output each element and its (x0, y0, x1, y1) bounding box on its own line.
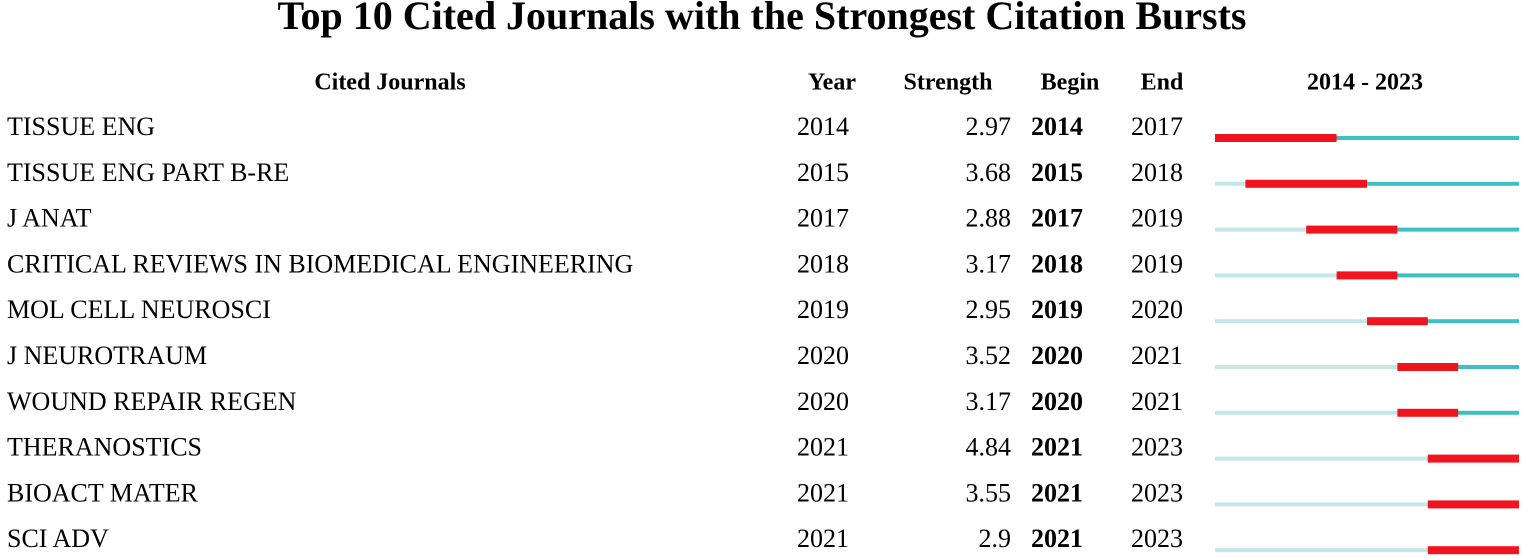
burst-bar (1427, 454, 1519, 463)
pre-appearance (1215, 273, 1337, 278)
begin: 2021 (1031, 478, 1083, 507)
header: End (1141, 70, 1184, 96)
year: 2018 (797, 249, 849, 278)
year: 2020 (797, 387, 849, 416)
burst-bar (1215, 134, 1337, 142)
end: 2019 (1131, 249, 1183, 278)
pre-appearance (1215, 548, 1428, 553)
pre-appearance (1215, 410, 1398, 415)
end: 2021 (1131, 387, 1183, 416)
begin: 2018 (1031, 249, 1083, 278)
journal: SCI ADV (7, 524, 109, 553)
journal: MOL CELL NEUROSCI (7, 295, 271, 324)
end: 2023 (1131, 524, 1183, 553)
burst-bar (1397, 408, 1459, 417)
pre-appearance (1215, 502, 1428, 507)
post-appearance (1306, 227, 1519, 232)
journal: J NEUROTRAUM (7, 341, 207, 370)
header: Year (808, 70, 856, 96)
begin: 2017 (1031, 204, 1083, 233)
strength: 3.17 (966, 249, 1012, 278)
end: 2023 (1131, 478, 1183, 507)
pre-appearance (1215, 365, 1398, 369)
end: 2019 (1131, 204, 1183, 233)
burst-bar (1427, 546, 1519, 555)
burst-bar (1367, 317, 1428, 326)
strength: 2.88 (966, 204, 1012, 233)
burst-bar (1397, 363, 1459, 371)
journal: TISSUE ENG PART B-RE (7, 158, 289, 187)
begin: 2019 (1031, 295, 1083, 324)
strength: 2.97 (966, 112, 1012, 141)
burst-bar (1245, 179, 1367, 188)
burst-bar (1427, 500, 1519, 509)
strength: 3.68 (966, 158, 1012, 187)
year: 2017 (797, 204, 849, 233)
journal: BIOACT MATER (7, 478, 199, 507)
header: 2014 - 2023 (1307, 70, 1423, 96)
end: 2023 (1131, 433, 1183, 462)
post-appearance (1367, 319, 1519, 324)
year: 2019 (797, 295, 849, 324)
end: 2020 (1131, 295, 1183, 324)
begin: 2020 (1031, 387, 1083, 416)
strength: 2.95 (966, 295, 1012, 324)
burst-bar (1306, 225, 1398, 234)
begin: 2014 (1031, 112, 1083, 141)
pre-appearance (1215, 227, 1307, 232)
post-appearance (1215, 136, 1519, 140)
begin: 2021 (1031, 433, 1083, 462)
journal: WOUND REPAIR REGEN (7, 387, 297, 416)
end: 2017 (1131, 112, 1183, 141)
strength: 3.52 (966, 341, 1012, 370)
pre-appearance (1215, 181, 1246, 186)
header: Strength (904, 70, 993, 96)
post-appearance (1336, 273, 1519, 278)
year: 2021 (797, 433, 849, 462)
year: 2021 (797, 524, 849, 553)
year: 2015 (797, 158, 849, 187)
strength: 2.9 (979, 524, 1012, 553)
begin: 2020 (1031, 341, 1083, 370)
end: 2021 (1131, 341, 1183, 370)
begin: 2021 (1031, 524, 1083, 553)
post-appearance (1245, 181, 1519, 186)
journal: CRITICAL REVIEWS IN BIOMEDICAL ENGINEERI… (7, 249, 633, 278)
year: 2020 (797, 341, 849, 370)
title: Top 10 Cited Journals with the Strongest… (277, 0, 1246, 38)
end: 2018 (1131, 158, 1183, 187)
strength: 4.84 (966, 433, 1012, 462)
pre-appearance (1215, 456, 1428, 461)
burst-bar (1336, 271, 1398, 280)
journal: TISSUE ENG (7, 112, 155, 141)
journal: J ANAT (7, 204, 92, 233)
header: Begin (1041, 70, 1100, 96)
journal: THERANOSTICS (7, 433, 202, 462)
begin: 2015 (1031, 158, 1083, 187)
pre-appearance (1215, 319, 1367, 324)
year: 2014 (797, 112, 849, 141)
strength: 3.55 (966, 478, 1012, 507)
header: Cited Journals (314, 70, 465, 96)
strength: 3.17 (966, 387, 1012, 416)
year: 2021 (797, 478, 849, 507)
